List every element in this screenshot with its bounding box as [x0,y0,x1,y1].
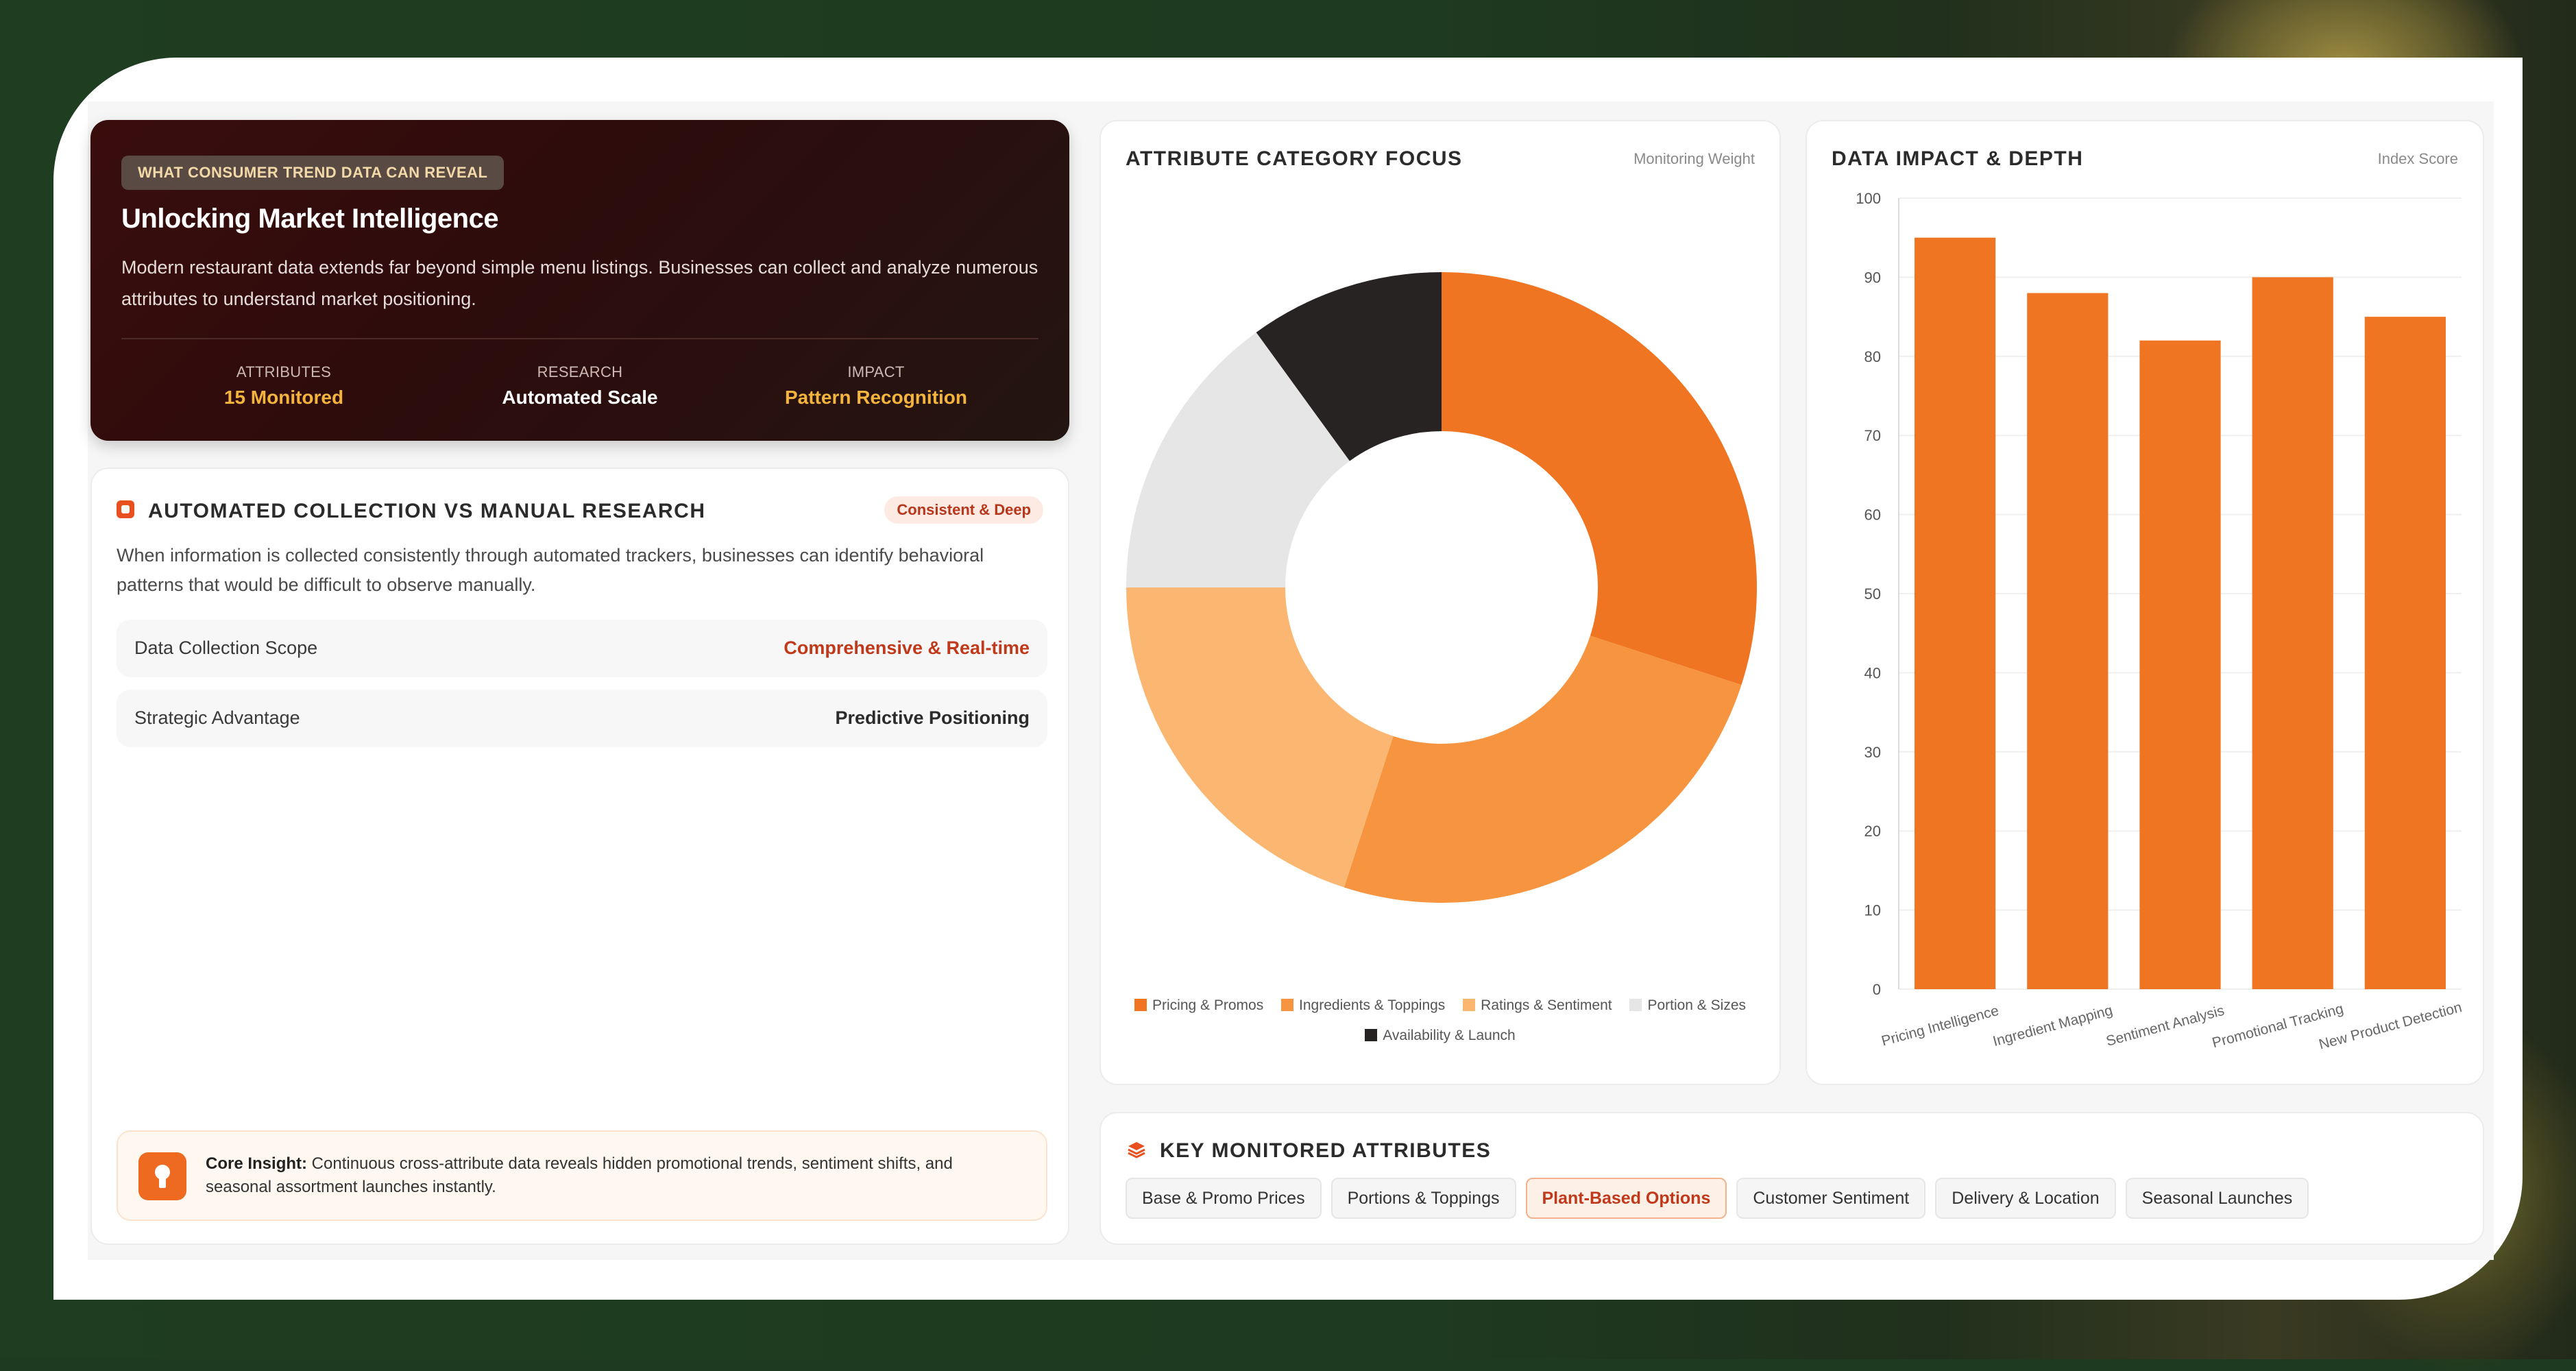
attribute-tag[interactable]: Customer Sentiment [1736,1178,1926,1219]
hero-badge: WHAT CONSUMER TREND DATA CAN REVEAL [121,156,505,190]
panel-subtitle: Monitoring Weight [1633,150,1755,167]
hero-description: Modern restaurant data extends far beyon… [121,257,1038,309]
y-tick-label: 70 [1864,427,1881,444]
legend-item: Ingredients & Toppings [1281,997,1445,1014]
attribute-tag[interactable]: Delivery & Location [1935,1178,2116,1219]
comparison-row: Data Collection Scope Comprehensive & Re… [117,620,1047,677]
y-tick-label: 100 [1856,190,1881,207]
status-badge: Consistent & Deep [884,496,1043,524]
row-label: Data Collection Scope [134,638,318,658]
donut-slice [1126,587,1394,888]
y-tick-label: 60 [1864,507,1881,524]
stat-research: RESEARCH Automated Scale [429,363,731,409]
stat-value: Automated Scale [502,387,658,408]
y-tick-label: 50 [1864,585,1881,603]
layers-icon [1128,1142,1145,1158]
stat-attributes: ATTRIBUTES 15 Monitored [133,363,435,409]
panel-title: DATA IMPACT & DEPTH [1832,147,2084,170]
key-attributes-panel: KEY MONITORED ATTRIBUTES Base & Promo Pr… [1099,1112,2484,1245]
hero-title: Unlocking Market Intelligence [121,204,499,234]
attribute-tag-selected[interactable]: Plant-Based Options [1525,1178,1727,1219]
y-tick-label: 40 [1864,664,1881,681]
donut-slice [1256,272,1442,461]
bar [2139,340,2221,990]
row-value: Comprehensive & Real-time [783,638,1030,658]
chart-legend-row2: Availability & Launch [1101,1028,1779,1044]
row-label: Strategic Advantage [134,707,300,728]
stat-value: Pattern Recognition [784,387,967,408]
bar-chart: 0 10 20 30 40 50 60 70 80 90 100 Pricing Intelligen… [1856,190,2464,1053]
panel-title: KEY MONITORED ATTRIBUTES [1160,1139,1492,1162]
insight-text: Core Insight: Continuous cross-attribute… [206,1154,953,1196]
y-tick-label: 30 [1864,744,1881,761]
attribute-tag[interactable]: Portions & Toppings [1330,1178,1516,1219]
chip-icon [117,500,134,518]
bar [2364,317,2446,990]
core-insight-callout: Core Insight: Continuous cross-attribute… [117,1130,1047,1221]
legend-item: Pricing & Promos [1134,997,1263,1014]
y-tick-label: 10 [1864,902,1881,919]
legend-item: Portion & Sizes [1629,997,1746,1014]
hero-card: WHAT CONSUMER TREND DATA CAN REVEAL Unlo… [90,120,1069,441]
donut-chart [1126,272,1757,903]
chart-legend: Pricing & Promos Ingredients & Toppings … [1101,997,1779,1014]
panel-title: AUTOMATED COLLECTION VS MANUAL RESEARCH [148,500,706,522]
donut-slice [1344,635,1742,903]
y-tick-label: 80 [1864,348,1881,365]
y-tick-label: 20 [1864,823,1881,840]
attribute-tag[interactable]: Base & Promo Prices [1126,1178,1322,1219]
comparison-row: Strategic Advantage Predictive Positioni… [117,690,1047,747]
legend-item: Availability & Launch [1365,1028,1516,1044]
divider [121,338,1038,339]
y-tick-label: 90 [1864,269,1881,286]
bar [2252,277,2333,989]
lightbulb-icon [138,1152,186,1200]
stat-label: ATTRIBUTES [236,363,332,380]
y-tick-label: 0 [1873,981,1881,998]
data-impact-panel: DATA IMPACT & DEPTH Index Score 0 10 20 30 4… [1806,120,2484,1085]
attribute-focus-panel: ATTRIBUTE CATEGORY FOCUS Monitoring Weig… [1099,120,1781,1085]
row-value: Predictive Positioning [835,707,1030,728]
legend-item: Ratings & Sentiment [1463,997,1612,1014]
automated-collection-panel: AUTOMATED COLLECTION VS MANUAL RESEARCH … [90,468,1069,1245]
x-tick-label: Ingredient Mapping [1991,1002,2115,1050]
donut-slice [1442,272,1757,686]
x-tick-label: Sentiment Analysis [2104,1003,2226,1050]
stat-impact: IMPACT Pattern Recognition [725,363,1027,409]
panel-subtitle: Index Score [2377,150,2458,167]
panel-description: When information is collected consistent… [117,545,984,595]
stat-label: RESEARCH [537,363,623,380]
panel-title: ATTRIBUTE CATEGORY FOCUS [1126,147,1463,170]
stat-label: IMPACT [847,363,905,380]
attribute-tag-list: Base & Promo Prices Portions & Toppings Pl… [1126,1178,2318,1219]
bar [1914,237,1996,990]
x-tick-label: Pricing Intelligence [1880,1003,2000,1050]
attribute-tag[interactable]: Seasonal Launches [2125,1178,2309,1219]
bar [2027,293,2109,989]
stat-value: 15 Monitored [223,387,344,408]
donut-slice [1126,332,1350,587]
